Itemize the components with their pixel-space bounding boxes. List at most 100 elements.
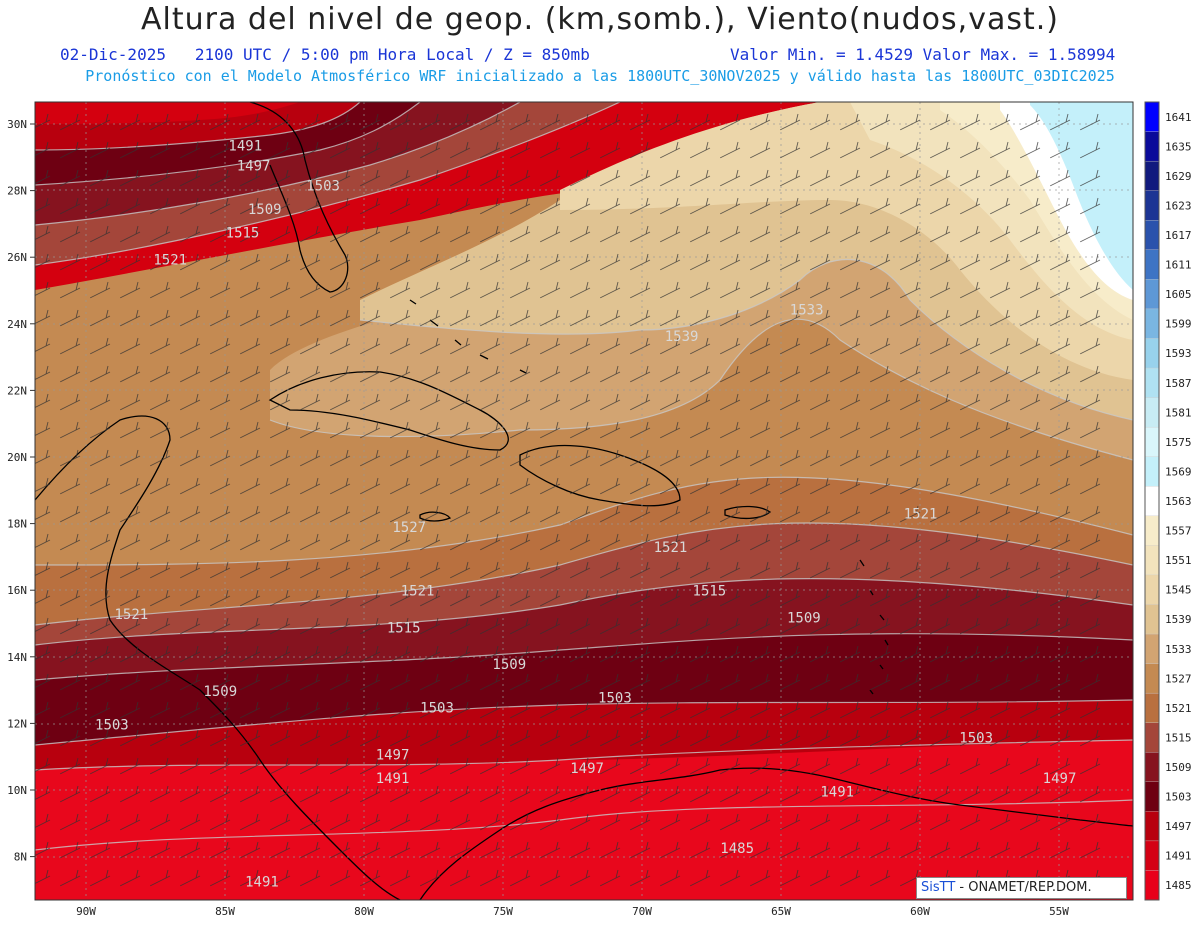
- wind-barb: [929, 505, 951, 523]
- wind-barb: [689, 309, 711, 327]
- wind-barb: [989, 477, 1011, 495]
- wind-barb: [419, 617, 441, 635]
- wind-barb: [689, 589, 711, 607]
- wind-barb: [809, 113, 831, 131]
- wind-barb: [719, 337, 741, 355]
- wind-barb: [719, 645, 741, 663]
- colorbar-label: 1605: [1165, 288, 1192, 301]
- wind-barb: [629, 785, 651, 803]
- wind-barb: [149, 337, 171, 355]
- wind-barb: [659, 337, 681, 355]
- lat-label: 14N: [7, 651, 27, 664]
- wind-barb: [449, 785, 471, 803]
- wind-barb: [149, 197, 171, 215]
- wind-barb: [599, 197, 621, 215]
- colorbar-label: 1587: [1165, 377, 1192, 390]
- wind-barb: [89, 645, 111, 663]
- wind-barb: [239, 673, 261, 691]
- wind-barb: [719, 869, 741, 887]
- wind-barb: [1079, 785, 1101, 803]
- wind-barb: [929, 841, 951, 859]
- wind-barb: [659, 701, 681, 719]
- wind-barb: [59, 421, 81, 439]
- wind-barb: [239, 253, 261, 271]
- wind-barb: [89, 337, 111, 355]
- wind-barb: [539, 449, 561, 467]
- wind-barb: [449, 253, 471, 271]
- wind-barb: [779, 337, 801, 355]
- wind-barb: [569, 197, 591, 215]
- wind-barb: [599, 617, 621, 635]
- wind-barb: [929, 253, 951, 271]
- wind-barb: [749, 337, 771, 355]
- wind-barb: [59, 477, 81, 495]
- wind-barb: [329, 701, 351, 719]
- wind-barb: [569, 421, 591, 439]
- wind-barb: [719, 757, 741, 775]
- wind-barb: [929, 225, 951, 243]
- wind-barb: [929, 281, 951, 299]
- wind-barb: [539, 393, 561, 411]
- wind-barb: [35, 309, 51, 325]
- lon-label: 90W: [76, 905, 96, 918]
- wind-barb: [629, 701, 651, 719]
- wind-barb: [239, 813, 261, 831]
- wind-barb: [869, 365, 891, 383]
- wind-barb: [659, 365, 681, 383]
- wind-barb: [539, 561, 561, 579]
- wind-barb: [149, 393, 171, 411]
- credit-brand: SisTT: [921, 880, 956, 895]
- wind-barb: [1079, 617, 1101, 635]
- wind-barb: [59, 757, 81, 775]
- wind-barb: [299, 561, 321, 579]
- wind-barb: [839, 337, 861, 355]
- wind-barb: [389, 757, 411, 775]
- wind-barb: [509, 477, 531, 495]
- colorbar-swatch: [1144, 663, 1160, 694]
- colorbar-swatch: [1144, 545, 1160, 576]
- wind-barb: [59, 729, 81, 747]
- wind-barb: [149, 533, 171, 551]
- wind-barb: [719, 701, 741, 719]
- wind-barb: [539, 365, 561, 383]
- wind-barb: [209, 505, 231, 523]
- wind-barb: [35, 785, 51, 801]
- wind-barb: [299, 449, 321, 467]
- wind-barb: [749, 281, 771, 299]
- wind-barb: [35, 757, 51, 773]
- wind-barb: [839, 841, 861, 859]
- wind-barb: [599, 365, 621, 383]
- chart-title: Altura del nivel de geop. (km,somb.), Vi…: [141, 2, 1059, 37]
- wind-barb: [1079, 337, 1101, 355]
- wind-barb: [1019, 841, 1041, 859]
- wind-barb: [329, 813, 351, 831]
- wind-barb: [569, 281, 591, 299]
- wind-barb: [419, 197, 441, 215]
- wind-barb: [749, 533, 771, 551]
- wind-barb: [1049, 813, 1071, 831]
- contour-label: 1485: [720, 841, 754, 857]
- wind-barb: [539, 197, 561, 215]
- colorbar-label: 1503: [1165, 791, 1192, 804]
- wind-barb: [899, 337, 921, 355]
- colorbar-swatch: [1144, 279, 1160, 310]
- wind-barb: [899, 309, 921, 327]
- wind-barb: [929, 197, 951, 215]
- wind-barb: [719, 113, 741, 131]
- wind-barb: [359, 673, 381, 691]
- wind-barb: [989, 561, 1011, 579]
- wind-barb: [689, 841, 711, 859]
- colorbar-swatch: [1144, 249, 1160, 280]
- wind-barb: [869, 533, 891, 551]
- wind-barb: [389, 869, 411, 887]
- wind-barb: [839, 505, 861, 523]
- wind-barb: [509, 393, 531, 411]
- wind-barb: [809, 869, 831, 887]
- colorbar-label: 1521: [1165, 702, 1192, 715]
- lat-label: 8N: [14, 851, 27, 864]
- wind-barb: [239, 589, 261, 607]
- wind-barb: [779, 729, 801, 747]
- wind-barb: [359, 729, 381, 747]
- wind-barb: [899, 253, 921, 271]
- wind-barb: [359, 365, 381, 383]
